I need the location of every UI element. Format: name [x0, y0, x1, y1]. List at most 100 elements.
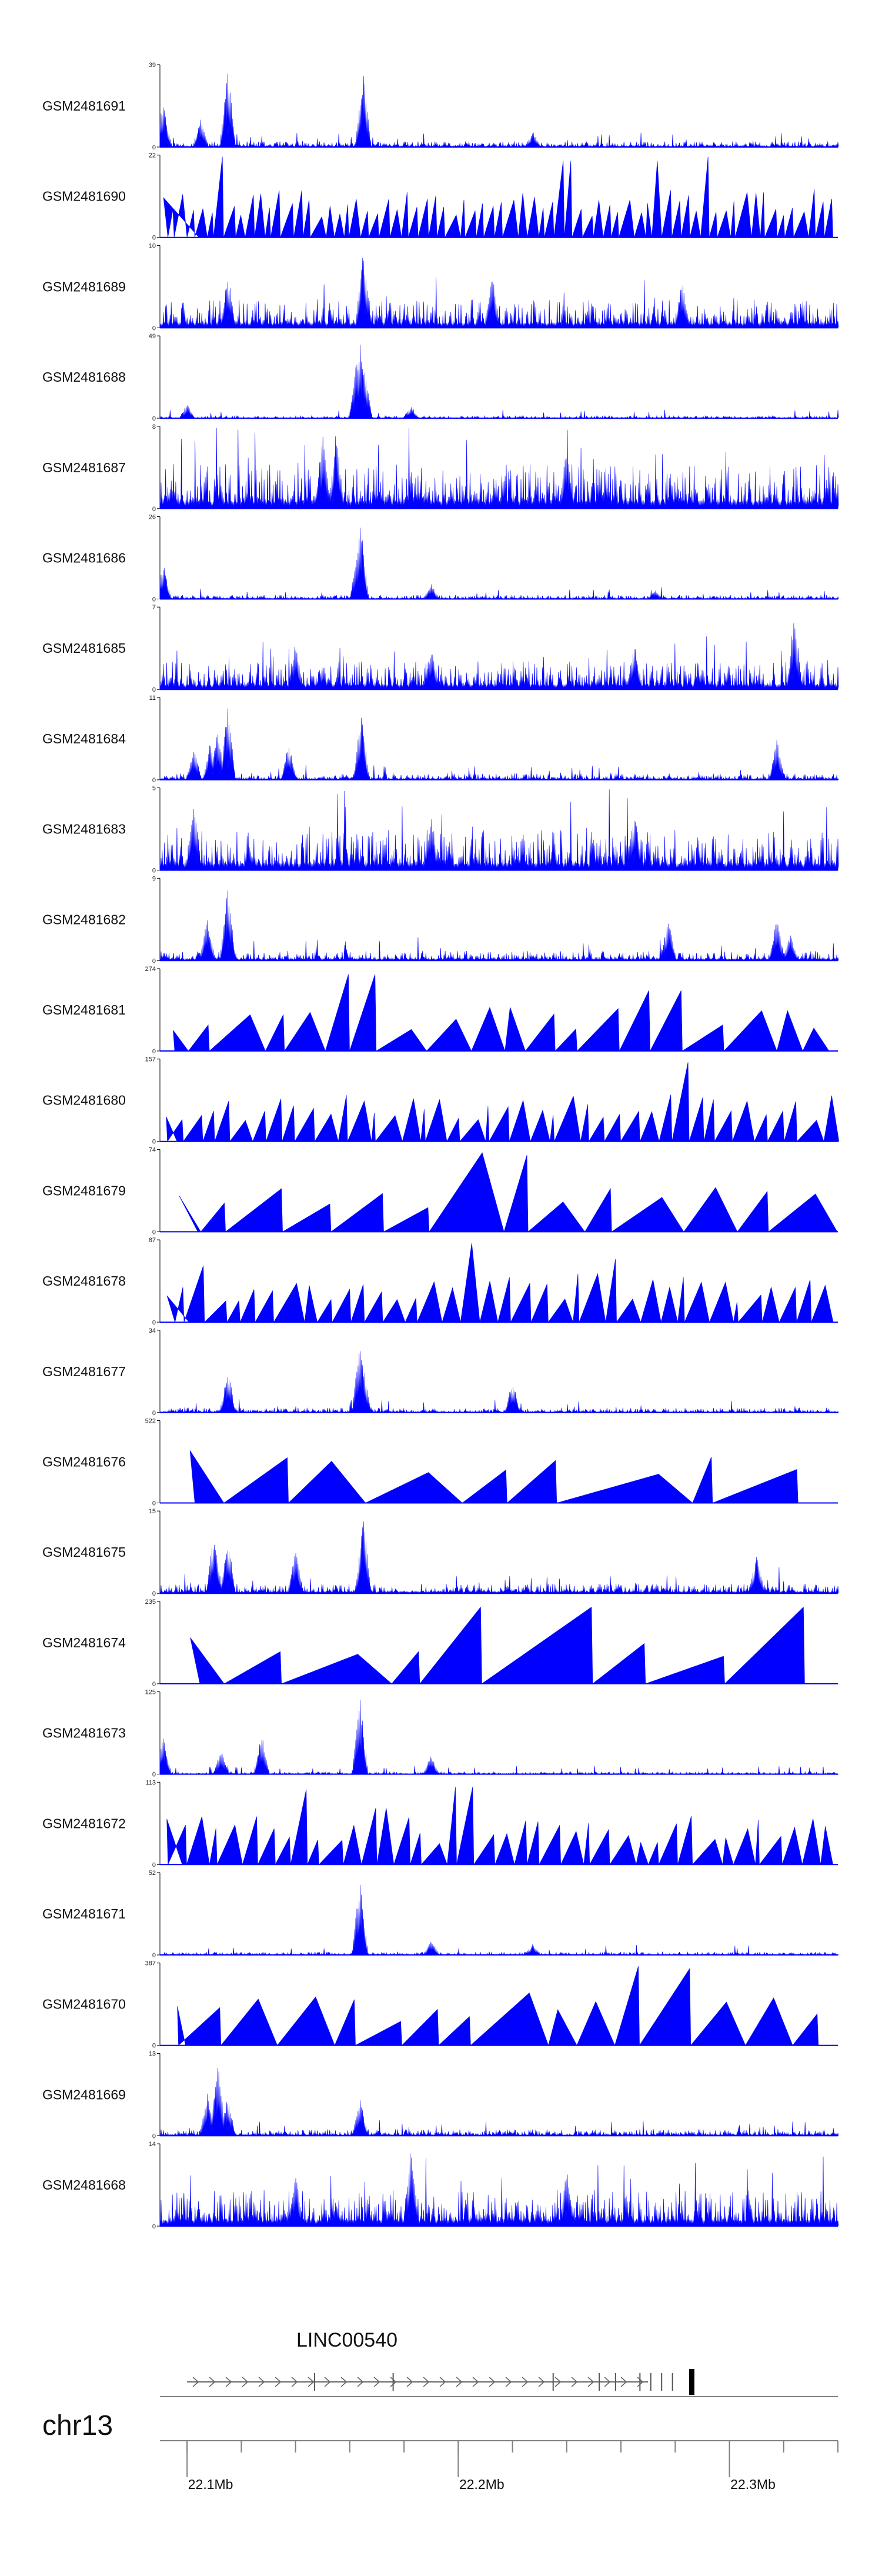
- y-max-label: 14: [149, 2141, 156, 2148]
- track-label: GSM2481680: [42, 1093, 126, 1108]
- y-max-label: 87: [149, 1237, 156, 1244]
- track-gsm2481671: GSM2481671 52 0: [42, 1870, 839, 1959]
- track-gsm2481690: GSM2481690 22 0: [42, 152, 838, 242]
- y-min-label: 0: [152, 235, 156, 242]
- y-min-label: 0: [152, 1771, 156, 1778]
- coverage-area: [189, 1450, 838, 1504]
- y-max-label: 5: [152, 785, 156, 792]
- track-label: GSM2481673: [42, 1726, 126, 1741]
- strand-arrow: [571, 2377, 578, 2387]
- track-label: GSM2481672: [42, 1816, 126, 1831]
- track-label: GSM2481683: [42, 822, 126, 837]
- strand-arrow: [587, 2377, 594, 2387]
- y-min-label: 0: [152, 144, 156, 151]
- strand-arrow: [522, 2377, 529, 2387]
- track-gsm2481673: GSM2481673 125 0: [42, 1689, 839, 1778]
- track-label: GSM2481677: [42, 1364, 126, 1379]
- coverage-area: [159, 428, 839, 509]
- coverage-area: [159, 1521, 839, 1594]
- track-label: GSM2481681: [42, 1002, 126, 1017]
- track-gsm2481679: GSM2481679 74 0: [42, 1146, 838, 1236]
- y-max-label: 8: [152, 423, 156, 431]
- track-gsm2481676: GSM2481676 522 0: [42, 1418, 838, 1507]
- track-label: GSM2481679: [42, 1183, 126, 1198]
- track-label: GSM2481690: [42, 189, 126, 204]
- strand-arrow: [472, 2377, 479, 2387]
- y-max-label: 387: [145, 1960, 156, 1967]
- track-gsm2481680: GSM2481680 157 0: [42, 1056, 840, 1146]
- y-min-label: 0: [152, 596, 156, 603]
- track-label: GSM2481686: [42, 550, 126, 566]
- y-min-label: 0: [152, 415, 156, 422]
- strand-arrow: [275, 2377, 282, 2387]
- track-label: GSM2481678: [42, 1273, 126, 1289]
- track-gsm2481670: GSM2481670 387 0: [42, 1960, 838, 2050]
- y-min-label: 0: [152, 867, 156, 875]
- track-label: GSM2481691: [42, 98, 126, 114]
- coverage-area: [179, 1152, 838, 1233]
- track-gsm2481672: GSM2481672 113 0: [42, 1779, 838, 1868]
- strand-arrow: [357, 2377, 364, 2387]
- coverage-area: [159, 345, 839, 419]
- y-min-label: 0: [152, 1500, 156, 1507]
- axis-tick-label: 22.2Mb: [459, 2477, 505, 2492]
- track-label: GSM2481684: [42, 731, 126, 746]
- coverage-area: [163, 156, 838, 238]
- gene-name-label: LINC00540: [296, 2329, 397, 2351]
- y-min-label: 0: [152, 325, 156, 332]
- y-max-label: 22: [149, 152, 156, 159]
- gene-track: LINC00540: [187, 2329, 694, 2395]
- y-min-label: 0: [152, 1590, 156, 1597]
- track-label: GSM2481687: [42, 460, 126, 475]
- y-max-label: 9: [152, 875, 156, 882]
- track-label: GSM2481689: [42, 279, 126, 294]
- track-gsm2481682: GSM2481682 9 0: [42, 875, 839, 965]
- strand-arrow: [489, 2377, 496, 2387]
- coverage-area: [159, 708, 839, 780]
- y-min-label: 0: [152, 957, 156, 965]
- y-min-label: 0: [152, 1861, 156, 1868]
- strand-arrow: [225, 2377, 232, 2387]
- y-max-label: 34: [149, 1327, 156, 1334]
- strand-arrow: [192, 2377, 199, 2387]
- y-min-label: 0: [152, 1681, 156, 1688]
- coverage-area: [173, 974, 838, 1052]
- y-max-label: 235: [145, 1599, 156, 1606]
- strand-arrow: [423, 2377, 430, 2387]
- coverage-area: [177, 1966, 838, 2046]
- y-max-label: 74: [149, 1146, 156, 1153]
- y-max-label: 157: [145, 1056, 156, 1063]
- track-gsm2481675: GSM2481675 15 0: [42, 1508, 839, 1597]
- y-max-label: 39: [149, 62, 156, 69]
- strand-arrow: [373, 2377, 380, 2387]
- track-gsm2481686: GSM2481686 26 0: [42, 514, 839, 603]
- y-min-label: 0: [152, 777, 156, 784]
- track-label: GSM2481671: [42, 1906, 126, 1921]
- y-min-label: 0: [152, 1410, 156, 1417]
- coverage-area: [159, 1884, 839, 1956]
- chromosome-axis: chr13 22.1Mb 22.2Mb 22.3Mb: [42, 2396, 838, 2492]
- track-gsm2481687: GSM2481687 8 0: [42, 423, 839, 513]
- y-max-label: 7: [152, 604, 156, 611]
- y-min-label: 0: [152, 1048, 156, 1055]
- track-label: GSM2481670: [42, 1997, 126, 2012]
- track-gsm2481678: GSM2481678 87 0: [42, 1237, 838, 1326]
- track-gsm2481669: GSM2481669 13 0: [42, 2050, 839, 2140]
- track-gsm2481677: GSM2481677 34 0: [42, 1327, 839, 1417]
- y-max-label: 522: [145, 1418, 156, 1425]
- track-gsm2481684: GSM2481684 11 0: [42, 695, 839, 784]
- track-gsm2481668: GSM2481668 14 0: [42, 2141, 839, 2230]
- strand-arrow: [620, 2377, 627, 2387]
- y-min-label: 0: [152, 1229, 156, 1236]
- y-min-label: 0: [152, 1139, 156, 1146]
- track-label: GSM2481674: [42, 1635, 126, 1650]
- y-min-label: 0: [152, 1952, 156, 1959]
- strand-arrow: [538, 2377, 545, 2387]
- track-gsm2481691: GSM2481691 39 0: [42, 62, 839, 151]
- coverage-area: [166, 1787, 838, 1866]
- track-label: GSM2481675: [42, 1544, 126, 1560]
- track-gsm2481674: GSM2481674 235 0: [42, 1599, 838, 1688]
- strand-arrow: [604, 2377, 611, 2387]
- coverage-area: [159, 789, 839, 870]
- strand-arrow: [554, 2377, 562, 2387]
